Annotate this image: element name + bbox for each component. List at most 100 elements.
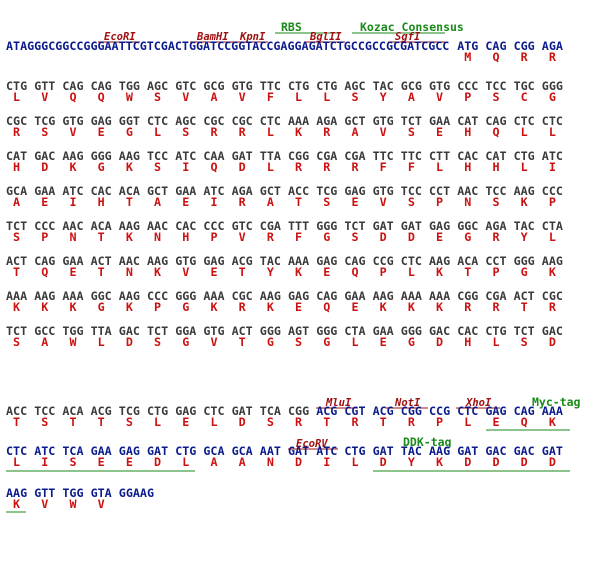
amino-acid: R bbox=[492, 230, 500, 244]
codon: GCA bbox=[232, 444, 253, 458]
amino-acid: K bbox=[295, 125, 302, 139]
amino-acid: K bbox=[267, 300, 274, 314]
codon: GTG bbox=[62, 114, 83, 128]
amino-acid: V bbox=[210, 335, 217, 349]
codon: AAA bbox=[542, 404, 563, 418]
amino-acid: L bbox=[98, 335, 105, 349]
codon: CTC bbox=[6, 444, 27, 458]
codon: GGG bbox=[401, 324, 422, 338]
amino-acid: W bbox=[69, 335, 77, 349]
amino-acid: S bbox=[182, 125, 189, 139]
amino-acid: P bbox=[380, 265, 387, 279]
codon: TTT bbox=[288, 219, 309, 233]
codon: TGG bbox=[62, 486, 83, 500]
amino-acid: Q bbox=[521, 415, 528, 429]
codon: GGC bbox=[91, 289, 112, 303]
codon: GTG bbox=[429, 79, 450, 93]
amino-acid: T bbox=[464, 265, 471, 279]
amino-acid: D bbox=[239, 415, 246, 429]
feature-label: DDK-tag bbox=[403, 435, 452, 449]
codon: GAC bbox=[34, 149, 55, 163]
amino-acid: K bbox=[210, 300, 217, 314]
amino-acid: L bbox=[549, 230, 556, 244]
codon: AGC bbox=[344, 79, 365, 93]
codon: AAA bbox=[203, 289, 224, 303]
amino-acid: N bbox=[126, 265, 133, 279]
codon: GTT bbox=[34, 486, 55, 500]
codon: GAT bbox=[373, 219, 394, 233]
codon: AAA bbox=[401, 289, 422, 303]
codon: ACA bbox=[457, 254, 478, 268]
codon: ACG bbox=[373, 404, 394, 418]
amino-acid: L bbox=[154, 415, 161, 429]
amino-acid: P bbox=[436, 415, 443, 429]
amino-acid: A bbox=[239, 455, 246, 469]
codon: GTC bbox=[175, 79, 196, 93]
amino-acid: R bbox=[549, 300, 557, 314]
codon: TCG bbox=[316, 184, 337, 198]
amino-acid: I bbox=[323, 455, 330, 469]
codon: AAA bbox=[6, 289, 27, 303]
amino-acid: Y bbox=[267, 265, 274, 279]
codon: GTC bbox=[232, 219, 253, 233]
amino-acid: L bbox=[436, 160, 443, 174]
codon: AAG bbox=[514, 184, 535, 198]
codon: GCG bbox=[401, 79, 422, 93]
codon: AAC bbox=[457, 184, 478, 198]
codon: TCC bbox=[485, 79, 506, 93]
codon: CTC bbox=[203, 404, 224, 418]
codon: TGC bbox=[514, 79, 535, 93]
amino-acid: K bbox=[126, 300, 133, 314]
codon: AAC bbox=[62, 219, 83, 233]
amino-acid: D bbox=[436, 335, 443, 349]
codon: CTC bbox=[147, 114, 168, 128]
codon: CAC bbox=[175, 219, 196, 233]
codon: TCA bbox=[260, 404, 281, 418]
amino-acid: R bbox=[295, 415, 303, 429]
codon: TCT bbox=[401, 114, 422, 128]
amino-acid: S bbox=[154, 90, 161, 104]
amino-acid: L bbox=[210, 415, 217, 429]
codon: GGG bbox=[542, 79, 563, 93]
amino-acid: A bbox=[351, 125, 358, 139]
amino-acid: F bbox=[267, 90, 274, 104]
codon: CAG bbox=[91, 79, 112, 93]
codon: ACA bbox=[119, 184, 140, 198]
codon: CGC bbox=[232, 289, 253, 303]
amino-acid: H bbox=[464, 160, 471, 174]
amino-acid: K bbox=[154, 265, 161, 279]
feature-label: EcoRV bbox=[296, 438, 328, 450]
amino-acid: R bbox=[408, 415, 416, 429]
feature-label: NotI bbox=[394, 397, 421, 409]
amino-acid: G bbox=[521, 265, 528, 279]
codon: TAC bbox=[514, 219, 535, 233]
codon: TCT bbox=[147, 324, 168, 338]
codon: TTC bbox=[401, 149, 422, 163]
codon: CGA bbox=[260, 219, 281, 233]
amino-acid: T bbox=[521, 300, 528, 314]
amino-acid: Q bbox=[351, 265, 358, 279]
amino-acid: S bbox=[492, 195, 499, 209]
codon: GGA bbox=[175, 324, 196, 338]
codon: CAT bbox=[457, 114, 478, 128]
amino-acid: D bbox=[464, 455, 471, 469]
codon: GAA bbox=[175, 184, 196, 198]
codon: CCC bbox=[147, 289, 168, 303]
amino-acid: R bbox=[549, 50, 557, 64]
codon: GAA bbox=[373, 324, 394, 338]
amino-acid: V bbox=[41, 90, 48, 104]
codon: CTG bbox=[175, 444, 196, 458]
amino-acid: S bbox=[13, 230, 20, 244]
amino-acid: A bbox=[408, 90, 415, 104]
codon: CGG bbox=[514, 39, 535, 53]
feature-label: Kozac Consensus bbox=[360, 20, 464, 34]
codon: GGT bbox=[119, 114, 140, 128]
codon: CTG bbox=[6, 79, 27, 93]
codon: CAG bbox=[344, 254, 365, 268]
amino-acid: T bbox=[126, 195, 133, 209]
amino-acid: K bbox=[436, 300, 443, 314]
amino-acid: I bbox=[69, 195, 76, 209]
amino-acid: R bbox=[295, 160, 303, 174]
amino-acid: H bbox=[464, 335, 471, 349]
